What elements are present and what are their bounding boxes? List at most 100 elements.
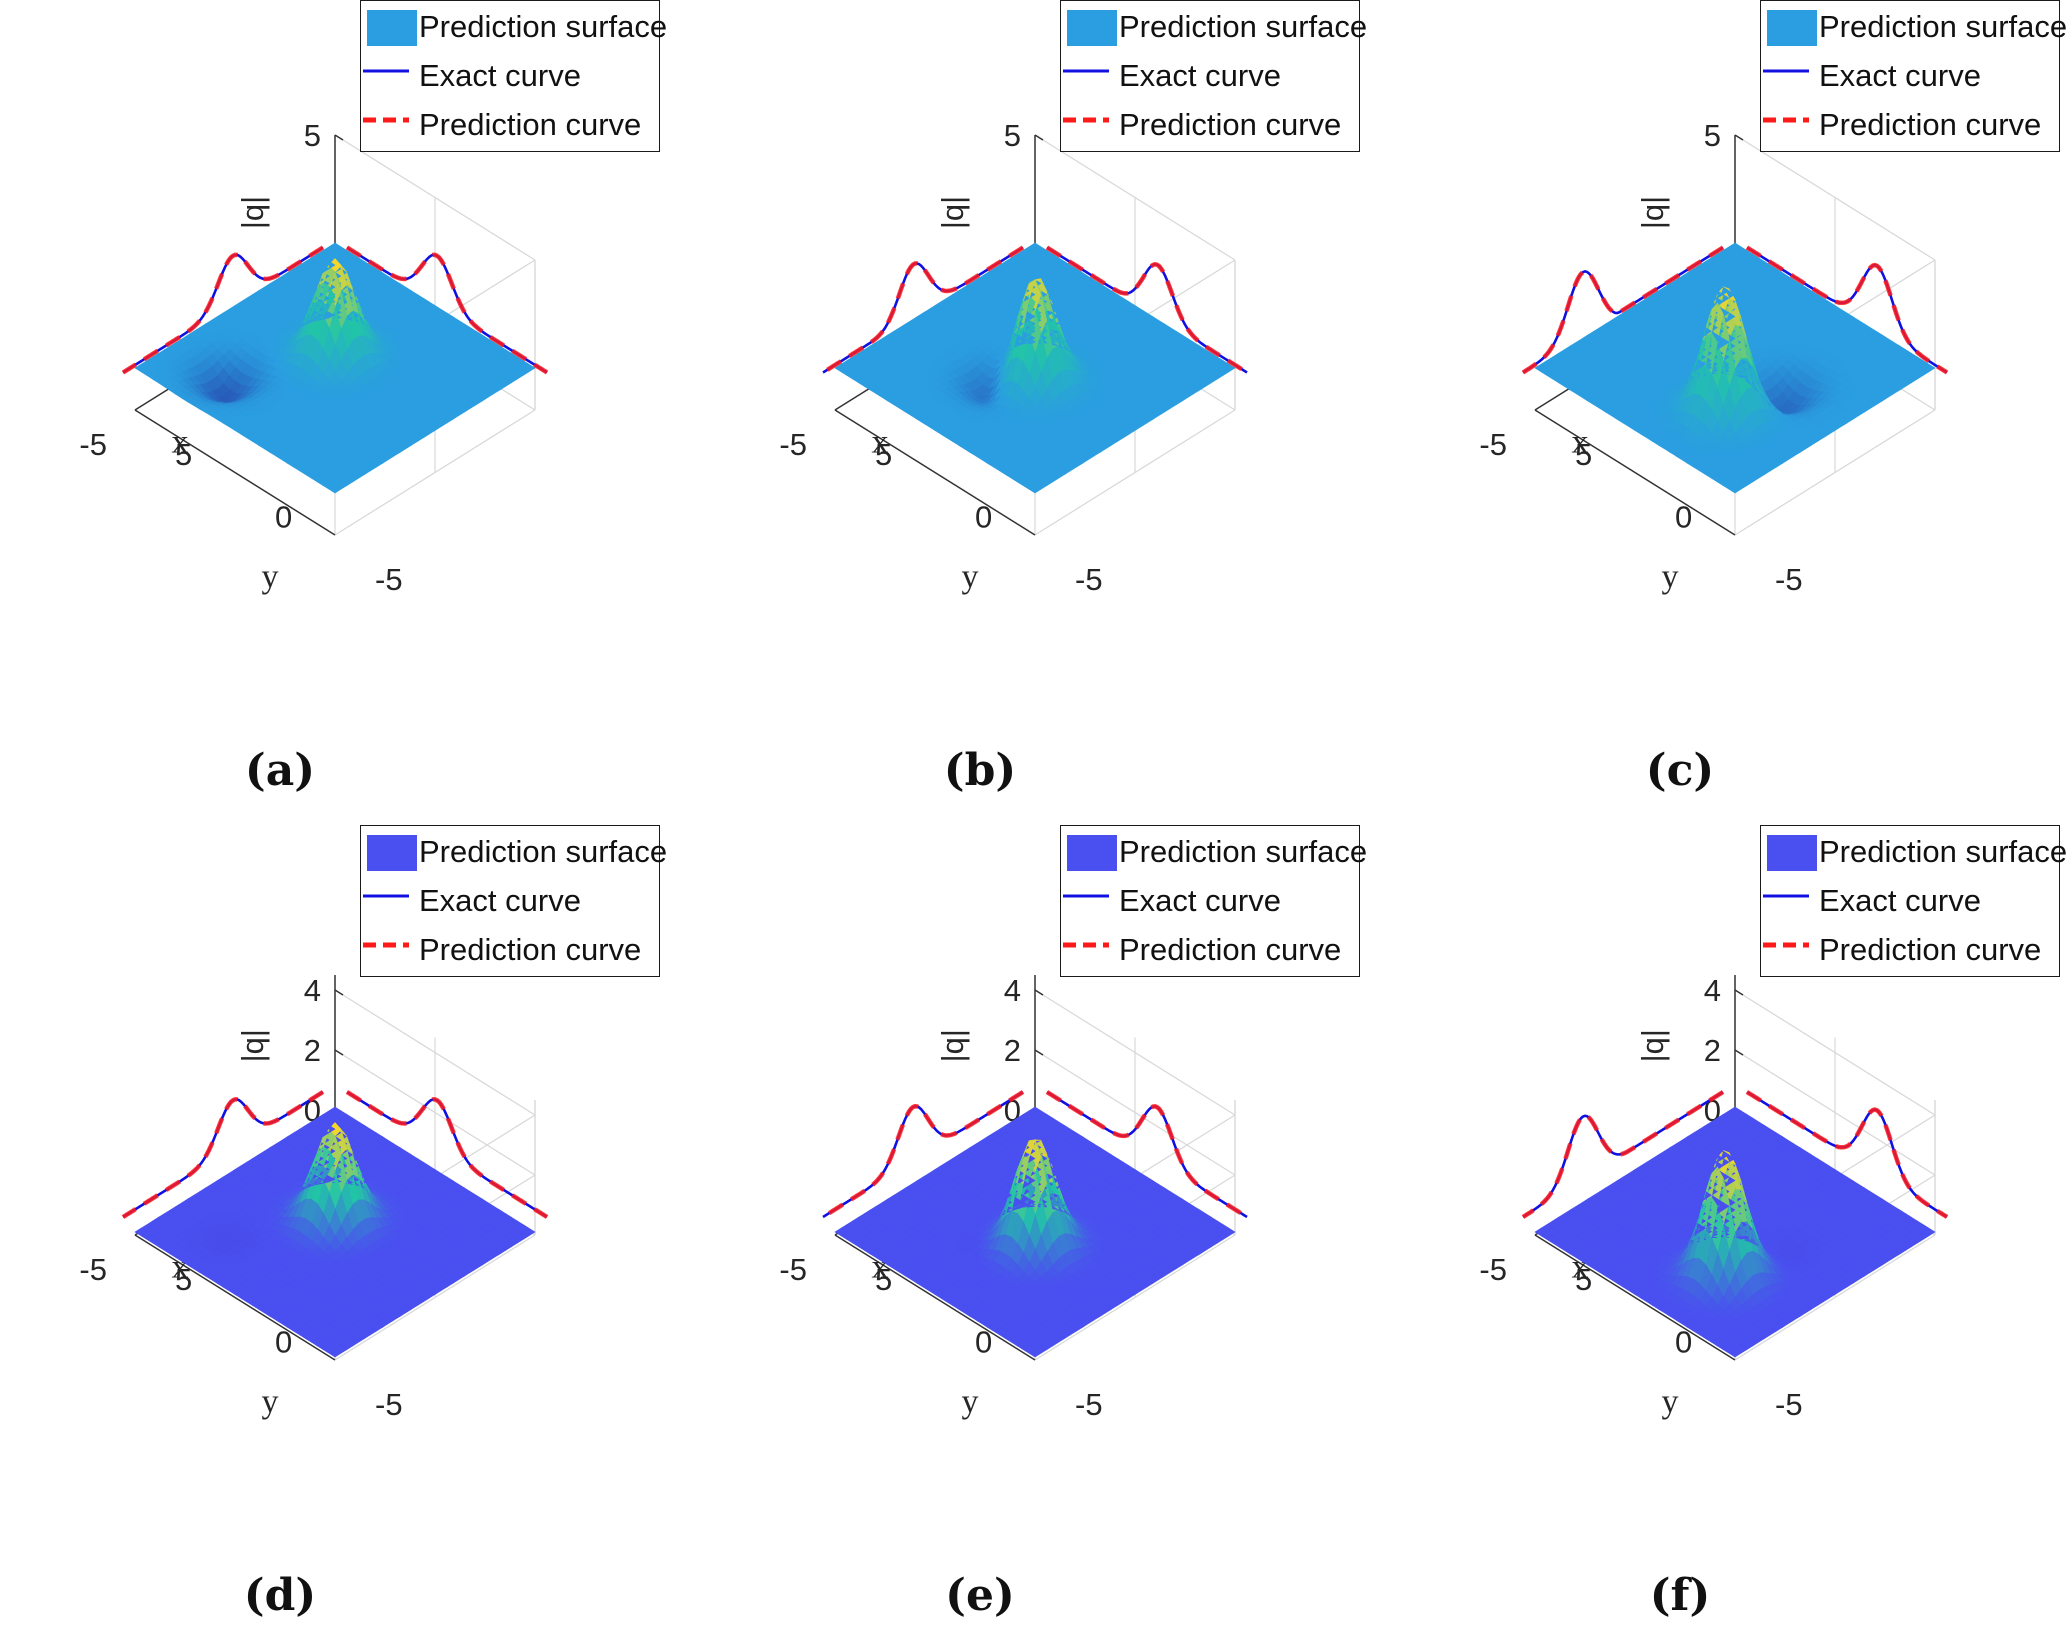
prediction-curve-x xyxy=(1521,1090,1725,1219)
panel-caption: (f) xyxy=(1649,1570,1711,1621)
y-tick-label: -5 xyxy=(1775,562,1803,597)
dashed-line-icon xyxy=(1063,117,1109,123)
prediction-surface xyxy=(834,242,1236,494)
surface-plot: 0550-550-5xy|q| xyxy=(1479,118,1949,597)
z-axis-label: |q| xyxy=(935,196,970,229)
legend: Prediction surface Exact curve Predictio… xyxy=(360,825,667,977)
legend-item-surface: Prediction surface xyxy=(361,4,667,50)
y-tick-label: -5 xyxy=(375,1387,403,1422)
z-axis-label: |q| xyxy=(1635,1029,1670,1062)
legend-item-exact: Exact curve xyxy=(1061,53,1359,99)
x-axis-label: x xyxy=(172,424,189,461)
z-axis-label: |q| xyxy=(235,1029,270,1062)
z-tick-label: 5 xyxy=(1704,118,1721,153)
y-axis-label: y xyxy=(962,559,979,596)
z-tick-label: 4 xyxy=(1704,973,1721,1008)
prediction-curve-y xyxy=(1745,1090,1949,1219)
panel-caption: (c) xyxy=(1645,745,1715,796)
subplot-f: 02450-550-5xy|q| (f) Prediction surface … xyxy=(1400,825,2068,1621)
subplot-d: 02450-550-5xy|q| (d) Prediction surface … xyxy=(0,825,700,1621)
surface-swatch xyxy=(367,835,417,871)
y-axis-label: y xyxy=(1662,559,1679,596)
legend: Prediction surface Exact curve Predictio… xyxy=(1760,0,2067,152)
legend-item-exact: Exact curve xyxy=(361,53,659,99)
y-axis-label: y xyxy=(1662,1384,1679,1421)
surface-swatch xyxy=(367,10,417,46)
y-axis-label: y xyxy=(262,559,279,596)
x-tick-label: -5 xyxy=(1479,1252,1507,1287)
legend-label-exact: Exact curve xyxy=(419,58,581,93)
panel-caption: (b) xyxy=(943,745,1017,796)
surface-plot: 0550-550-5xy|q| xyxy=(79,118,549,597)
prediction-curve-x xyxy=(121,1090,325,1219)
legend-item-prediction: Prediction curve xyxy=(1061,927,1359,973)
y-tick-label: 0 xyxy=(975,500,992,535)
legend-item-exact: Exact curve xyxy=(1761,53,2059,99)
y-tick-label: 5 xyxy=(875,437,892,472)
legend-item-surface: Prediction surface xyxy=(1061,4,1367,50)
z-axis-label: |q| xyxy=(935,1029,970,1062)
prediction-curve-x xyxy=(1521,245,1725,375)
legend-label-surface: Prediction surface xyxy=(1119,834,1368,869)
legend-label-surface: Prediction surface xyxy=(419,834,668,869)
dashed-line-icon xyxy=(1763,942,1809,948)
exact-line-icon xyxy=(1763,894,1809,898)
legend-item-prediction: Prediction curve xyxy=(361,927,659,973)
legend-label-surface: Prediction surface xyxy=(1119,9,1368,44)
y-tick-label: 0 xyxy=(1675,500,1692,535)
x-tick-label: -5 xyxy=(79,427,107,462)
legend-item-surface: Prediction surface xyxy=(361,829,667,875)
dashed-line-icon xyxy=(363,942,409,948)
exact-line-icon xyxy=(1063,894,1109,898)
legend-label-prediction: Prediction curve xyxy=(1119,107,1342,142)
legend-item-exact: Exact curve xyxy=(1761,878,2059,924)
legend-item-prediction: Prediction curve xyxy=(361,102,659,148)
legend-item-surface: Prediction surface xyxy=(1761,4,2067,50)
legend-label-exact: Exact curve xyxy=(419,883,581,918)
z-tick-label: 5 xyxy=(304,118,321,153)
prediction-curve-y xyxy=(345,245,549,375)
legend-label-exact: Exact curve xyxy=(1819,883,1981,918)
subplot-b: 0550-550-5xy|q| (b) Prediction surface E… xyxy=(700,0,1400,796)
legend-label-exact: Exact curve xyxy=(1119,883,1281,918)
legend-item-prediction: Prediction curve xyxy=(1061,102,1359,148)
legend-label-exact: Exact curve xyxy=(1119,58,1281,93)
y-tick-label: 5 xyxy=(1575,1262,1592,1297)
surface-swatch xyxy=(1767,835,1817,871)
z-tick-label: 4 xyxy=(304,973,321,1008)
z-tick-label: 2 xyxy=(1004,1033,1021,1068)
surface-plot: 02450-550-5xy|q| xyxy=(1479,973,1949,1422)
prediction-curve-x xyxy=(121,245,325,375)
prediction-curve-y xyxy=(345,1090,549,1219)
legend-item-surface: Prediction surface xyxy=(1761,829,2067,875)
y-tick-label: 5 xyxy=(1575,437,1592,472)
legend-label-prediction: Prediction curve xyxy=(419,107,642,142)
y-axis-label: y xyxy=(262,1384,279,1421)
prediction-surface xyxy=(1534,242,1936,494)
legend: Prediction surface Exact curve Predictio… xyxy=(1060,825,1367,977)
y-tick-label: 5 xyxy=(175,437,192,472)
surface-swatch xyxy=(1067,10,1117,46)
prediction-curve-y xyxy=(1045,1090,1249,1219)
z-tick-label: 4 xyxy=(1004,973,1021,1008)
legend-label-exact: Exact curve xyxy=(1819,58,1981,93)
x-tick-label: -5 xyxy=(779,1252,807,1287)
exact-line-icon xyxy=(363,894,409,898)
prediction-surface xyxy=(134,1106,536,1358)
exact-line-icon xyxy=(1063,69,1109,73)
surface-plot: 0550-550-5xy|q| xyxy=(779,118,1249,597)
dashed-line-icon xyxy=(1763,117,1809,123)
y-tick-label: 5 xyxy=(875,1262,892,1297)
legend-label-prediction: Prediction curve xyxy=(1819,107,2042,142)
x-tick-label: -5 xyxy=(79,1252,107,1287)
x-tick-label: -5 xyxy=(1479,427,1507,462)
legend-item-prediction: Prediction curve xyxy=(1761,927,2059,973)
y-tick-label: -5 xyxy=(1075,562,1103,597)
legend-item-exact: Exact curve xyxy=(1061,878,1359,924)
y-tick-label: 0 xyxy=(275,500,292,535)
legend-label-surface: Prediction surface xyxy=(419,9,668,44)
y-tick-label: -5 xyxy=(1775,1387,1803,1422)
legend-label-surface: Prediction surface xyxy=(1819,834,2068,869)
legend-label-prediction: Prediction curve xyxy=(1819,932,2042,967)
prediction-surface xyxy=(1534,1106,1936,1358)
